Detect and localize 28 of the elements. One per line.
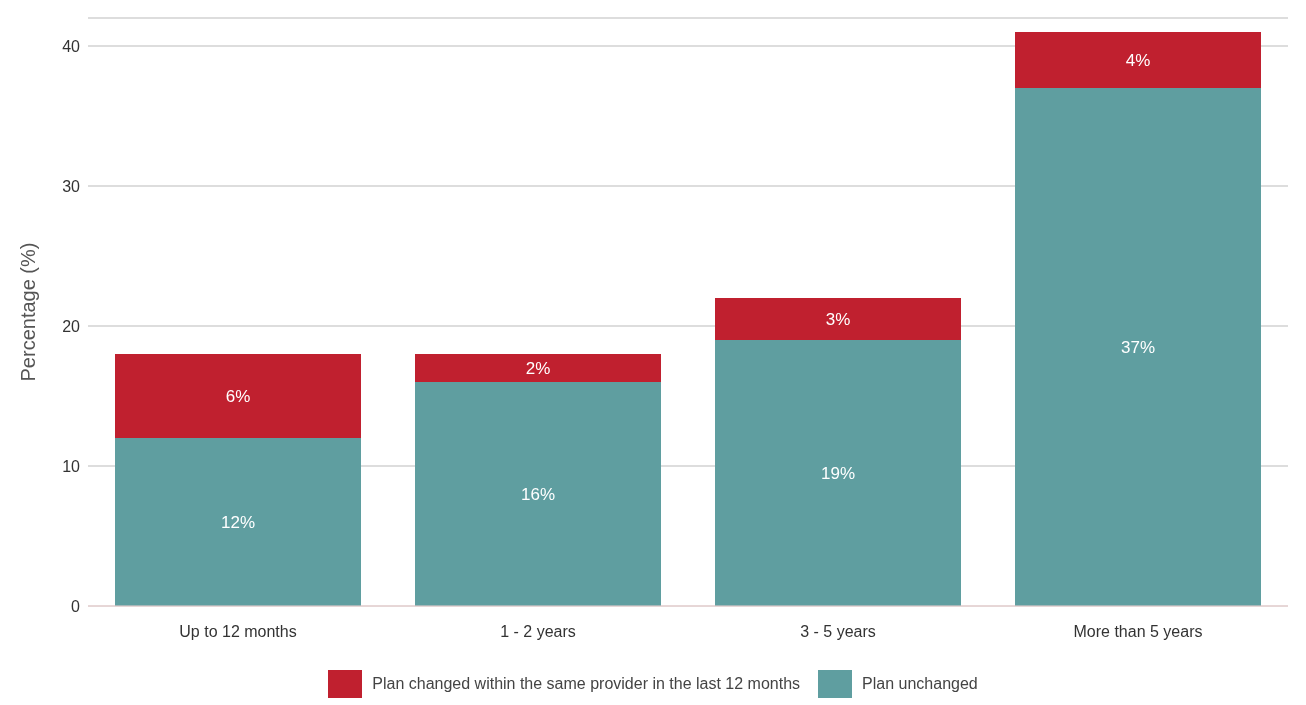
bar [715,298,961,340]
bar [1015,32,1261,88]
y-tick-label: 30 [62,177,81,195]
bar [415,382,661,606]
data-label: 2% [525,358,551,378]
bar [1015,88,1261,606]
data-label: 3% [825,309,851,329]
data-label: 4% [1125,50,1151,70]
x-tick-label: More than 5 years [1073,623,1203,641]
bar [715,340,961,606]
data-label: 19% [820,463,856,483]
data-label: 12% [220,512,256,532]
y-tick-label: 10 [62,457,81,475]
x-tick-label: 1 - 2 years [500,623,576,641]
bar [115,354,361,438]
x-tick-label: 3 - 5 years [800,623,876,641]
x-tick-label: Up to 12 months [179,623,297,641]
bar [415,354,661,382]
data-label: 6% [225,386,251,406]
legend-label: Plan unchanged [862,675,978,693]
data-label: 37% [1120,337,1156,357]
data-label: 16% [520,484,556,504]
bar [115,438,361,606]
y-tick-label: 20 [62,317,81,335]
y-tick-label: 40 [62,37,81,55]
legend-label: Plan changed within the same provider in the last 12 months [372,675,801,693]
y-tick-label: 0 [71,597,81,615]
y-axis-title: Percentage (%) [17,242,40,382]
